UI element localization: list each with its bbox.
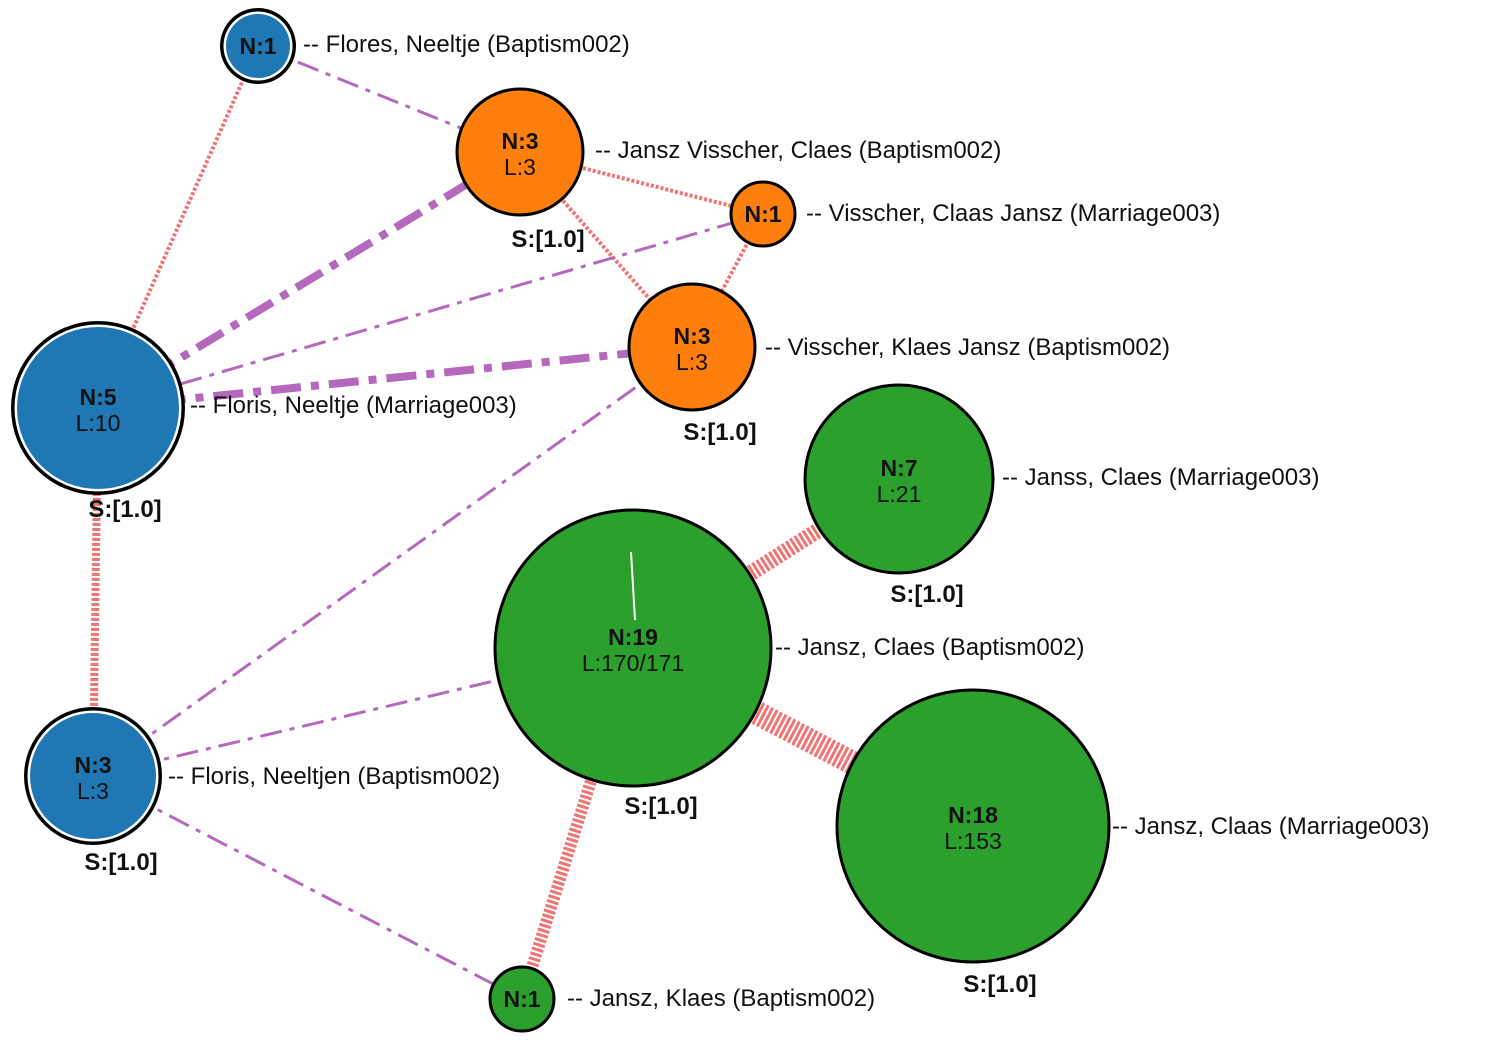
edge-flores_neeltje_b-floris_neeltje_m	[96, 45, 260, 409]
node-circle	[226, 14, 290, 78]
node-label: -- Jansz, Klaes (Baptism002)	[567, 985, 875, 1012]
edge-floris_neeltjen_b-visscher_klaes_jansz_b	[92, 345, 693, 778]
node-circle	[493, 508, 773, 788]
node-circle	[488, 965, 556, 1033]
edge-floris_neeltje_m-visscher_klaes_jansz_b	[97, 343, 693, 412]
node-label: -- Floris, Neeltjen (Baptism002)	[168, 763, 500, 790]
nodes-layer: N:1 -- Flores, Neeltje (Baptism002)N:3L:3…	[11, 8, 1429, 1033]
node-links: L:21	[877, 481, 922, 507]
node-jansz_visscher_claes_b[interactable]: N:3L:3 S:[1.0] -- Jansz Visscher, Claes (B…	[455, 87, 1001, 253]
node-circle	[803, 383, 995, 575]
node-circle	[455, 87, 585, 217]
node-count: N:18	[948, 802, 998, 828]
node-label: -- Janss, Claes (Marriage003)	[1002, 464, 1319, 491]
node-label: -- Jansz, Claas (Marriage003)	[1112, 813, 1429, 840]
node-circle	[30, 713, 156, 839]
node-visscher_claas_jansz_m[interactable]: N:1 -- Visscher, Claas Jansz (Marriage003…	[729, 180, 1220, 248]
node-count: N:3	[501, 128, 538, 154]
node-score: S:[1.0]	[624, 793, 697, 820]
node-links: L:170/171	[582, 650, 684, 676]
node-janss_claes_m[interactable]: N:7L:21 S:[1.0] -- Janss, Claes (Marriage0…	[803, 383, 1319, 608]
edge-floris_neeltje_m-visscher_claas_jansz_m	[97, 212, 764, 410]
node-jansz_claas_m[interactable]: N:18L:153 S:[1.0] -- Jansz, Claas (Marriag…	[835, 688, 1429, 998]
node-floris_neeltjen_b[interactable]: N:3L:3 S:[1.0] -- Floris, Neeltjen (Baptis…	[24, 707, 500, 876]
node-score: S:[1.0]	[511, 226, 584, 253]
node-label: -- Jansz, Claes (Baptism002)	[775, 634, 1084, 661]
node-links: L:3	[77, 778, 109, 804]
node-links: L:3	[676, 349, 708, 375]
node-visscher_klaes_jansz_b[interactable]: N:3L:3 S:[1.0] -- Visscher, Klaes Jansz (B…	[627, 282, 1170, 446]
node-links: L:153	[944, 828, 1002, 854]
node-score: S:[1.0]	[963, 971, 1036, 998]
node-jansz_klaes_b[interactable]: N:1 -- Jansz, Klaes (Baptism002)	[488, 965, 875, 1033]
node-count: N:1	[503, 986, 540, 1012]
node-links: L:3	[504, 154, 536, 180]
edge-floris_neeltjen_b-jansz_klaes_b	[92, 774, 523, 1001]
node-count: N:1	[744, 201, 781, 227]
node-count: N:5	[79, 384, 116, 410]
node-count: N:7	[880, 455, 917, 481]
node-count: N:3	[673, 323, 710, 349]
node-score: S:[1.0]	[890, 581, 963, 608]
node-flores_neeltje_b[interactable]: N:1 -- Flores, Neeltje (Baptism002)	[220, 8, 630, 84]
node-label: -- Floris, Neeltje (Marriage003)	[190, 392, 517, 419]
node-circle	[627, 282, 757, 412]
node-score: S:[1.0]	[683, 419, 756, 446]
node-circle	[17, 327, 179, 489]
node-count: N:1	[239, 33, 276, 59]
node-count: N:19	[608, 624, 658, 650]
node-score: S:[1.0]	[88, 496, 161, 523]
node-links: L:10	[76, 410, 121, 436]
node-count: N:3	[74, 752, 111, 778]
node-highlight-mark	[630, 551, 636, 621]
node-circle	[835, 688, 1111, 964]
node-score: S:[1.0]	[84, 849, 157, 876]
node-label: -- Jansz Visscher, Claes (Baptism002)	[595, 137, 1001, 164]
edge-jansz_claes_b-jansz_claas_m	[627, 637, 979, 837]
node-circle	[729, 180, 797, 248]
node-label: -- Visscher, Claas Jansz (Marriage003)	[806, 200, 1220, 227]
node-floris_neeltje_m[interactable]: N:5L:10 S:[1.0] -- Floris, Neeltje (Marria…	[11, 321, 517, 523]
node-label: -- Flores, Neeltje (Baptism002)	[303, 31, 630, 58]
node-label: -- Visscher, Klaes Jansz (Baptism002)	[765, 334, 1170, 361]
node-jansz_claes_b[interactable]: N:19L:170/171 S:[1.0] -- Jansz, Claes (Bap…	[493, 508, 1084, 820]
